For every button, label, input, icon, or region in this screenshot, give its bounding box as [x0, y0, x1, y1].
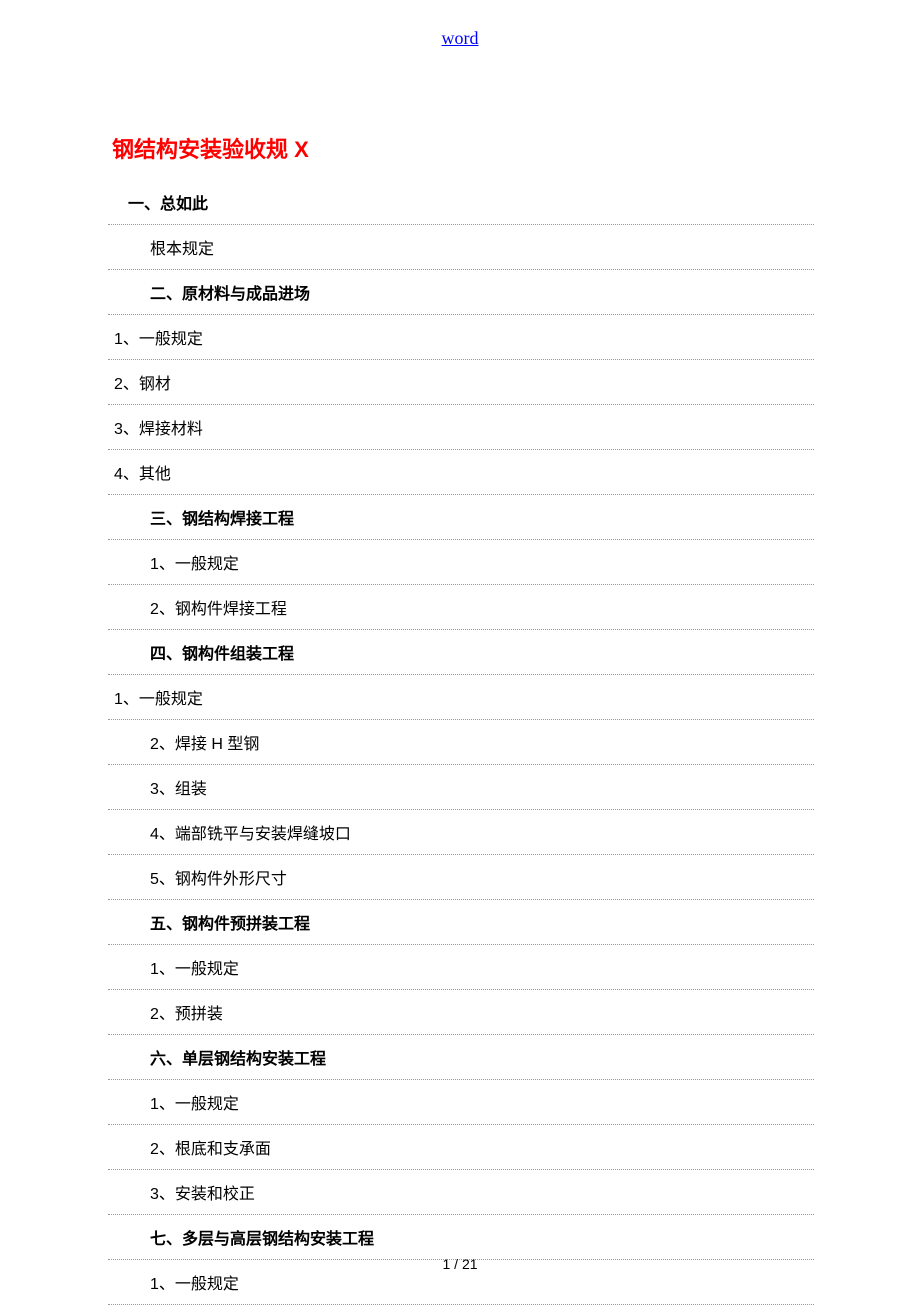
toc-item: 五、钢构件预拼装工程: [108, 900, 814, 945]
toc-item: 1、一般规定: [108, 315, 814, 360]
toc-row: 1、一般规定: [108, 675, 814, 720]
toc-row: 四、钢构件组装工程: [108, 630, 814, 675]
toc-row: 三、钢结构焊接工程: [108, 495, 814, 540]
toc-row: 2、根底和支承面: [108, 1125, 814, 1170]
toc-item: 七、多层与高层钢结构安装工程: [108, 1215, 814, 1260]
page-total: 21: [462, 1256, 478, 1272]
toc-row: 1、一般规定: [108, 945, 814, 990]
toc-item: 2、焊接 H 型钢: [108, 720, 814, 765]
toc-row: 1、一般规定: [108, 315, 814, 360]
toc-row: 4、端部铣平与安装焊缝坡口: [108, 810, 814, 855]
toc-item: 1、一般规定: [108, 945, 814, 990]
toc-item: 根本规定: [108, 225, 814, 270]
toc-item: 一、总如此: [108, 180, 814, 225]
toc-item: 四、钢构件组装工程: [108, 630, 814, 675]
toc-item: 4、端部铣平与安装焊缝坡口: [108, 810, 814, 855]
toc-item: 1、一般规定: [108, 1080, 814, 1125]
page-footer: 1 / 21: [442, 1256, 477, 1272]
toc-row: 2、焊接 H 型钢: [108, 720, 814, 765]
header-link[interactable]: word: [442, 28, 479, 49]
document-content: 钢结构安装验收规 X 一、总如此根本规定二、原材料与成品进场1、一般规定2、钢材…: [108, 132, 814, 1305]
toc-item: 1、一般规定: [108, 675, 814, 720]
toc-item: 2、钢材: [108, 360, 814, 405]
toc-item: 5、钢构件外形尺寸: [108, 855, 814, 900]
toc-row: 3、安装和校正: [108, 1170, 814, 1215]
toc-item: 2、预拼装: [108, 990, 814, 1035]
page-current: 1: [442, 1256, 450, 1272]
toc-row: 1、一般规定: [108, 540, 814, 585]
toc-item: 3、安装和校正: [108, 1170, 814, 1215]
toc-row: 1、一般规定: [108, 1080, 814, 1125]
toc-item: 六、单层钢结构安装工程: [108, 1035, 814, 1080]
toc-item: 4、其他: [108, 450, 814, 495]
toc-row: 2、钢材: [108, 360, 814, 405]
toc-row: 六、单层钢结构安装工程: [108, 1035, 814, 1080]
toc-row: 2、钢构件焊接工程: [108, 585, 814, 630]
toc-row: 3、焊接材料: [108, 405, 814, 450]
toc-row: 4、其他: [108, 450, 814, 495]
toc-item: 二、原材料与成品进场: [108, 270, 814, 315]
toc-row: 2、预拼装: [108, 990, 814, 1035]
toc-row: 5、钢构件外形尺寸: [108, 855, 814, 900]
toc-row: 五、钢构件预拼装工程: [108, 900, 814, 945]
toc-table: 一、总如此根本规定二、原材料与成品进场1、一般规定2、钢材3、焊接材料4、其他三…: [108, 180, 814, 1305]
document-title: 钢结构安装验收规 X: [108, 132, 814, 164]
toc-row: 二、原材料与成品进场: [108, 270, 814, 315]
toc-item: 1、一般规定: [108, 540, 814, 585]
toc-row: 3、组装: [108, 765, 814, 810]
page-separator: /: [450, 1256, 462, 1272]
toc-item: 3、组装: [108, 765, 814, 810]
toc-row: 一、总如此: [108, 180, 814, 225]
toc-row: 七、多层与高层钢结构安装工程: [108, 1215, 814, 1260]
toc-item: 三、钢结构焊接工程: [108, 495, 814, 540]
toc-item: 2、根底和支承面: [108, 1125, 814, 1170]
toc-item: 2、钢构件焊接工程: [108, 585, 814, 630]
toc-row: 根本规定: [108, 225, 814, 270]
toc-item: 3、焊接材料: [108, 405, 814, 450]
